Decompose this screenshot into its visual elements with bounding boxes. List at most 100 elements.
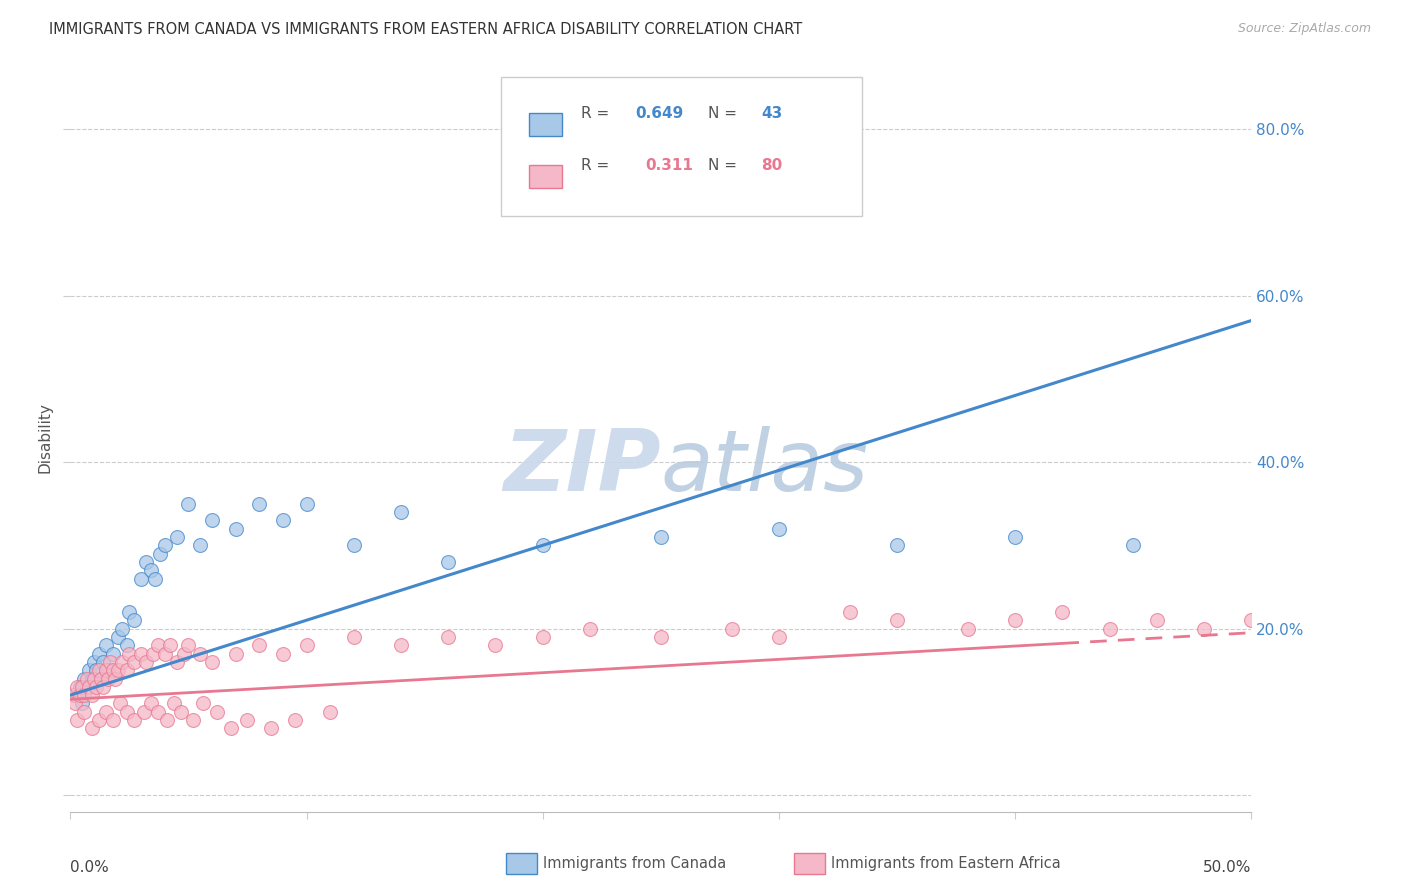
- Point: [166, 655, 188, 669]
- Point: [191, 697, 214, 711]
- Point: [225, 647, 247, 661]
- Point: [163, 697, 186, 711]
- Point: [156, 713, 179, 727]
- Point: [83, 672, 105, 686]
- Point: [271, 647, 294, 661]
- Point: [1098, 622, 1121, 636]
- Point: [1052, 605, 1074, 619]
- Point: [111, 655, 134, 669]
- Point: [129, 572, 152, 586]
- Text: R =: R =: [581, 159, 619, 173]
- Point: [260, 722, 283, 736]
- Point: [84, 663, 107, 677]
- Point: [73, 705, 96, 719]
- Point: [73, 672, 96, 686]
- Point: [146, 638, 169, 652]
- Point: [66, 713, 89, 727]
- Point: [135, 655, 157, 669]
- Text: ZIP: ZIP: [503, 425, 661, 508]
- Point: [181, 713, 204, 727]
- Point: [84, 680, 107, 694]
- Point: [153, 647, 176, 661]
- Text: Immigrants from Eastern Africa: Immigrants from Eastern Africa: [831, 856, 1060, 871]
- Point: [219, 722, 242, 736]
- Point: [83, 655, 105, 669]
- Point: [107, 630, 129, 644]
- Point: [62, 688, 84, 702]
- Point: [100, 655, 122, 669]
- Point: [188, 538, 211, 552]
- Point: [93, 680, 115, 694]
- Text: Source: ZipAtlas.com: Source: ZipAtlas.com: [1237, 22, 1371, 36]
- Y-axis label: Disability: Disability: [38, 401, 53, 473]
- Text: 80: 80: [761, 159, 783, 173]
- Point: [115, 705, 138, 719]
- Point: [70, 697, 93, 711]
- Point: [70, 680, 93, 694]
- Point: [90, 672, 112, 686]
- Point: [389, 505, 412, 519]
- Point: [284, 713, 307, 727]
- Point: [129, 647, 152, 661]
- Text: 43: 43: [761, 106, 783, 121]
- Point: [389, 638, 412, 652]
- Point: [135, 555, 157, 569]
- Point: [94, 705, 117, 719]
- Point: [76, 680, 98, 694]
- Point: [122, 613, 145, 627]
- Point: [188, 647, 211, 661]
- Text: Immigrants from Canada: Immigrants from Canada: [543, 856, 725, 871]
- Point: [295, 497, 318, 511]
- Point: [149, 547, 172, 561]
- Point: [247, 638, 270, 652]
- Point: [80, 688, 103, 702]
- Point: [1146, 613, 1168, 627]
- Point: [87, 647, 110, 661]
- Point: [63, 697, 86, 711]
- Point: [94, 663, 117, 677]
- Point: [768, 522, 790, 536]
- Point: [69, 688, 91, 702]
- Point: [142, 647, 165, 661]
- Point: [225, 522, 247, 536]
- Point: [153, 538, 176, 552]
- Point: [650, 630, 672, 644]
- Point: [1004, 613, 1026, 627]
- Point: [343, 630, 366, 644]
- Point: [115, 638, 138, 652]
- Text: 0.311: 0.311: [645, 159, 693, 173]
- Point: [66, 680, 89, 694]
- Text: IMMIGRANTS FROM CANADA VS IMMIGRANTS FROM EASTERN AFRICA DISABILITY CORRELATION : IMMIGRANTS FROM CANADA VS IMMIGRANTS FRO…: [49, 22, 803, 37]
- Point: [201, 513, 224, 527]
- Text: R =: R =: [581, 106, 613, 121]
- Text: atlas: atlas: [661, 425, 869, 508]
- Point: [107, 663, 129, 677]
- Point: [73, 688, 96, 702]
- Point: [768, 630, 790, 644]
- Point: [97, 672, 120, 686]
- Point: [69, 680, 91, 694]
- Text: 0.0%: 0.0%: [70, 861, 110, 875]
- Point: [118, 605, 141, 619]
- Text: N =: N =: [709, 159, 742, 173]
- Point: [201, 655, 224, 669]
- Point: [956, 622, 979, 636]
- Point: [143, 572, 166, 586]
- Point: [139, 563, 162, 577]
- Point: [531, 538, 554, 552]
- FancyBboxPatch shape: [502, 78, 862, 216]
- Point: [108, 697, 131, 711]
- Point: [101, 663, 124, 677]
- Point: [205, 705, 228, 719]
- Point: [115, 663, 138, 677]
- Point: [90, 672, 112, 686]
- Point: [101, 647, 124, 661]
- Point: [720, 622, 742, 636]
- Point: [139, 697, 162, 711]
- Text: 50.0%: 50.0%: [1204, 861, 1251, 875]
- Point: [93, 655, 115, 669]
- Point: [87, 713, 110, 727]
- Point: [437, 555, 460, 569]
- Point: [94, 638, 117, 652]
- Point: [271, 513, 294, 527]
